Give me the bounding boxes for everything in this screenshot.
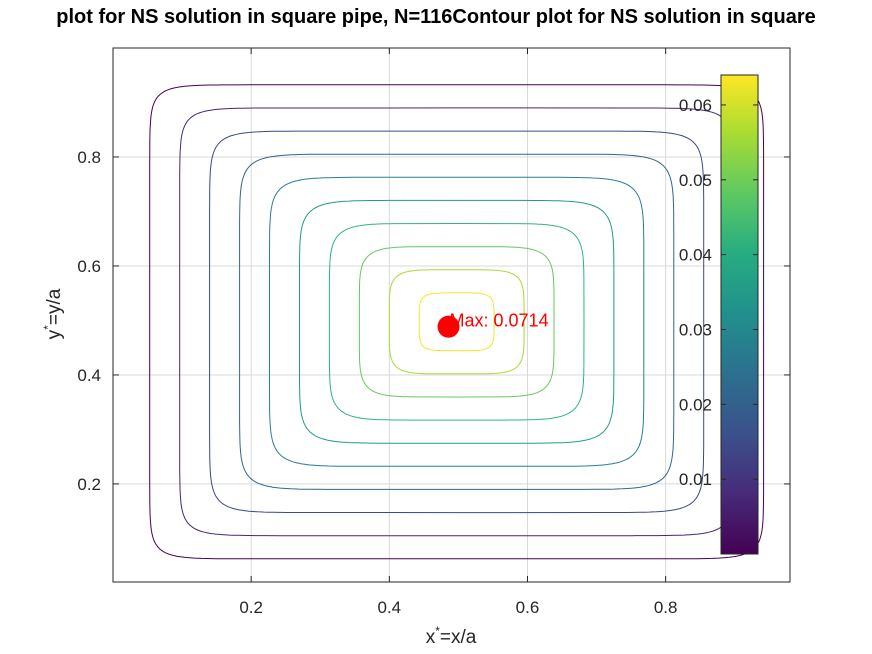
x-axis-label-var: x — [426, 627, 436, 648]
x-axis-label-rest: =x/a — [440, 627, 477, 648]
x-axis-label: x*=x/a — [426, 624, 477, 648]
contour-lines — [149, 84, 765, 560]
chart-title: plot for NS solution in square pipe, N=1… — [56, 6, 815, 28]
y-tick-labels: 0.2 0.4 0.6 0.8 — [77, 148, 101, 494]
y-axis-label-rest: =y/a — [44, 288, 65, 325]
max-value-label: Max: 0.0714 — [450, 311, 549, 331]
grid-lines — [113, 48, 790, 582]
tick-marks — [113, 48, 790, 582]
colorbar-tick-label: 0.02 — [679, 395, 712, 414]
y-axis-label-superscript: * — [41, 325, 55, 330]
colorbar-gradient — [720, 74, 759, 555]
contour-line — [269, 176, 645, 467]
y-tick-label: 0.4 — [77, 366, 101, 385]
y-tick-label: 0.8 — [77, 148, 101, 167]
colorbar-tick-label: 0.05 — [679, 171, 712, 190]
axes-box — [112, 47, 791, 583]
y-tick-label: 0.2 — [77, 475, 101, 494]
axes-background — [113, 48, 790, 582]
plot-area — [112, 47, 791, 583]
max-point-marker — [437, 315, 460, 338]
contour-line — [209, 130, 705, 514]
x-tick-label: 0.6 — [516, 598, 540, 617]
colorbar-tick-label: 0.06 — [679, 96, 712, 115]
y-axis-label-var: y — [44, 329, 65, 339]
contour-line — [388, 269, 525, 375]
contour-line — [328, 222, 585, 421]
contour-line — [179, 107, 735, 537]
x-tick-labels: 0.2 0.4 0.6 0.8 — [239, 598, 677, 617]
contour-line — [358, 246, 555, 398]
y-tick-label: 0.6 — [77, 257, 101, 276]
y-axis-label: y*=y/a — [41, 288, 65, 339]
colorbar-tick-label: 0.04 — [679, 246, 712, 265]
x-tick-label: 0.2 — [239, 598, 263, 617]
x-tick-label: 0.4 — [378, 598, 402, 617]
contour-line — [239, 153, 675, 490]
contour-line — [418, 292, 495, 352]
x-axis-label-superscript: * — [435, 624, 440, 638]
x-tick-label: 0.8 — [654, 598, 678, 617]
colorbar: 0.01 0.02 0.03 0.04 0.05 0.06 — [679, 74, 759, 555]
colorbar-tick-label: 0.03 — [679, 320, 712, 339]
contour-line — [299, 199, 615, 444]
colorbar-tick-label: 0.01 — [679, 470, 712, 489]
